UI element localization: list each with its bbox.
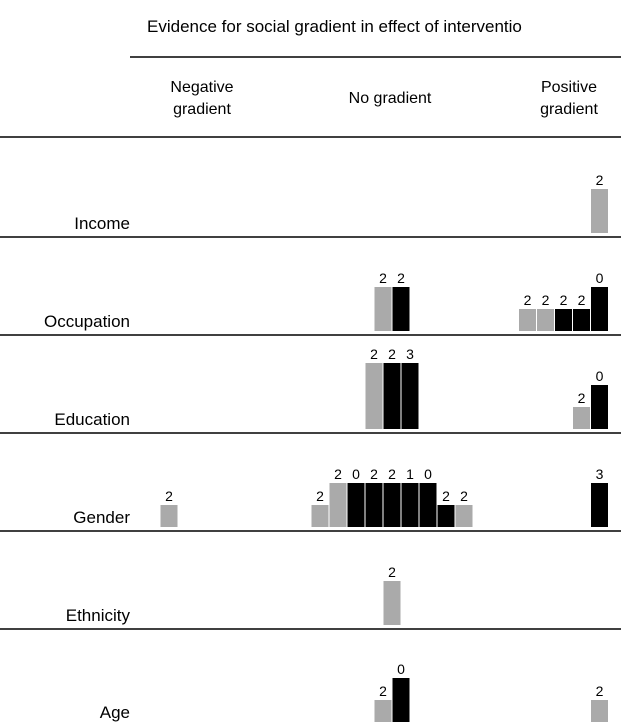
bar-label-education-positive: 0	[596, 368, 604, 384]
bar-age-positive	[591, 700, 608, 722]
bar-label-occupation-none: 2	[379, 270, 387, 286]
bar-label-education-none: 2	[370, 346, 378, 362]
bar-occupation-positive	[573, 309, 590, 331]
bar-occupation-positive	[519, 309, 536, 331]
bar-label-age-none: 2	[379, 683, 387, 699]
bar-education-positive	[573, 407, 590, 429]
bar-label-occupation-positive: 0	[596, 270, 604, 286]
bar-gender-none	[383, 483, 401, 527]
column-header-positive-line1: Positive	[541, 79, 597, 96]
bar-occupation-none	[392, 287, 410, 331]
bar-label-education-positive: 2	[578, 390, 586, 406]
bar-gender-none	[329, 483, 347, 527]
column-header-none: No gradient	[349, 90, 432, 107]
bar-label-gender-none: 1	[406, 466, 414, 482]
row-label-ethnicity: Ethnicity	[66, 606, 131, 625]
bar-gender-none	[455, 505, 473, 527]
bar-label-income-positive: 2	[596, 172, 604, 188]
bar-gender-negative	[160, 505, 178, 527]
bar-label-gender-none: 2	[316, 488, 324, 504]
bar-label-education-none: 2	[388, 346, 396, 362]
column-header-negative-line1: Negative	[170, 79, 233, 96]
chart-title: Evidence for social gradient in effect o…	[147, 17, 522, 36]
bar-label-ethnicity-none: 2	[388, 564, 396, 580]
row-label-education: Education	[54, 410, 130, 429]
bar-age-none	[374, 700, 392, 722]
bar-label-gender-none: 0	[352, 466, 360, 482]
bar-education-positive	[591, 385, 608, 429]
bar-gender-none	[311, 505, 329, 527]
bar-label-occupation-positive: 2	[560, 292, 568, 308]
bar-income-positive	[591, 189, 608, 233]
bar-gender-none	[365, 483, 383, 527]
bar-occupation-positive	[537, 309, 554, 331]
bar-label-occupation-positive: 2	[524, 292, 532, 308]
bar-label-occupation-positive: 2	[542, 292, 550, 308]
bar-education-none	[365, 363, 383, 429]
bar-education-none	[383, 363, 401, 429]
column-headers: Negative gradient No gradient Positive g…	[170, 79, 598, 118]
bar-gender-none	[437, 505, 455, 527]
bar-label-gender-negative: 2	[165, 488, 173, 504]
bar-label-gender-none: 2	[334, 466, 342, 482]
bar-gender-none	[347, 483, 365, 527]
bar-occupation-none	[374, 287, 392, 331]
bar-label-occupation-positive: 2	[578, 292, 586, 308]
bar-education-none	[401, 363, 419, 429]
bar-age-none	[392, 678, 410, 722]
bar-label-gender-none: 2	[460, 488, 468, 504]
column-header-negative-line2: gradient	[173, 101, 231, 118]
bar-label-gender-none: 2	[442, 488, 450, 504]
row-label-age: Age	[100, 703, 130, 722]
bar-label-education-none: 3	[406, 346, 414, 362]
bar-occupation-positive	[555, 309, 572, 331]
bar-label-age-none: 0	[397, 661, 405, 677]
row-label-occupation: Occupation	[44, 312, 130, 331]
bar-label-gender-positive: 3	[596, 466, 604, 482]
column-header-positive-line2: gradient	[540, 101, 598, 118]
bar-label-gender-none: 2	[370, 466, 378, 482]
bar-label-age-positive: 2	[596, 683, 604, 699]
row-label-gender: Gender	[73, 508, 130, 527]
bar-label-gender-none: 0	[424, 466, 432, 482]
row-label-income: Income	[74, 214, 130, 233]
bar-gender-none	[401, 483, 419, 527]
bar-label-occupation-none: 2	[397, 270, 405, 286]
bar-ethnicity-none	[383, 581, 401, 625]
bar-gender-none	[419, 483, 437, 527]
bar-gender-positive	[591, 483, 608, 527]
bar-label-gender-none: 2	[388, 466, 396, 482]
bar-occupation-positive	[591, 287, 608, 331]
